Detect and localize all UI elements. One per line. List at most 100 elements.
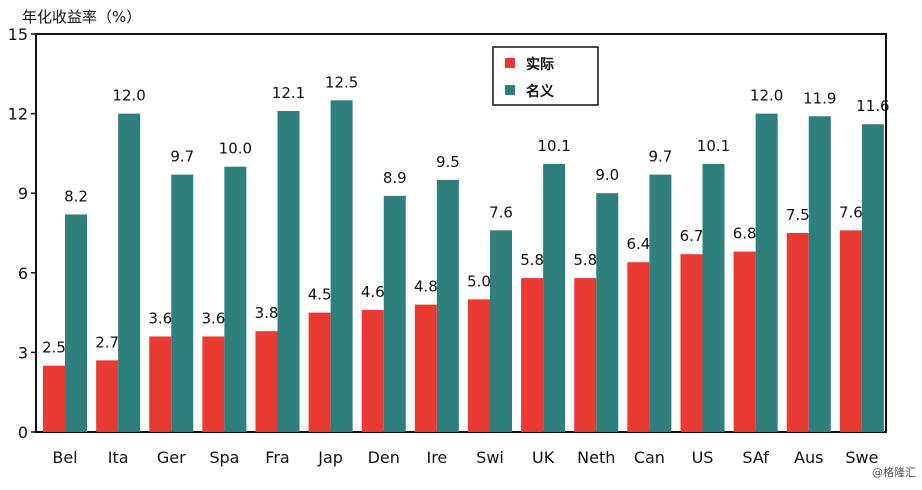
real-return-data-label: 4.6 [361,283,385,301]
nominal-return-data-label: 9.0 [595,166,619,184]
real-return-bar [733,251,756,432]
nominal-return-data-label: 11.9 [803,89,836,107]
x-tick-label: Spa [209,448,239,467]
nominal-return-data-label: 10.0 [219,140,252,158]
nominal-return-bar [543,164,566,432]
nominal-return-data-label: 9.5 [436,153,460,171]
x-tick-label: Swi [476,448,504,467]
nominal-return-bar [702,164,725,432]
x-tick-label: Ger [157,448,186,467]
real-return-bar [839,230,862,432]
nominal-return-data-label: 12.0 [112,87,145,105]
real-return-data-label: 6.7 [680,227,704,245]
real-return-data-label: 3.8 [255,304,279,322]
y-tick-label: 9 [18,184,28,203]
legend-swatch [505,58,515,68]
legend-swatch [505,85,515,95]
real-return-data-label: 4.5 [308,286,332,304]
nominal-return-bar [755,113,778,432]
real-return-bar [255,331,278,432]
y-axis: 0 3 6 9 12 15 [8,25,36,442]
x-tick-label: Ita [108,448,129,467]
nominal-return-bar [596,193,619,432]
data-labels-layer: 2.5 8.2 2.7 12.0 3.6 9.7 3.6 10.0 3.8 12.1 4.5 12.5… [42,73,890,356]
legend-label: 名义 [526,83,554,100]
y-axis-title: 年化收益率（%） [22,8,141,26]
legend-label: 实际 [526,56,554,73]
x-tick-label: Fra [265,448,289,467]
x-tick-label: Den [368,448,400,467]
nominal-return-bar [436,179,459,432]
nominal-return-data-label: 12.0 [750,87,783,105]
real-return-data-label: 4.8 [414,278,438,296]
real-return-bar [786,233,809,432]
nominal-return-data-label: 11.6 [856,97,889,115]
nominal-return-data-label: 10.1 [697,137,730,155]
real-return-bar [96,360,119,432]
nominal-return-data-label: 12.5 [325,73,358,91]
x-tick-label: Neth [577,448,615,467]
real-return-bar [680,254,703,432]
y-tick-label: 15 [8,25,28,44]
y-tick-label: 6 [18,264,28,283]
real-return-bar [43,365,65,432]
x-tick-label: US [692,448,714,467]
real-return-bar [414,304,437,432]
real-return-data-label: 5.0 [467,272,491,290]
x-tick-label: Swe [845,448,878,467]
x-tick-label: Can [634,448,665,467]
x-axis: Bel Ita Ger Spa Fra Jap Den Ire Swi UK Neth Can US SA… [52,448,878,467]
x-tick-label: Bel [52,448,77,467]
real-return-bar [627,262,650,432]
nominal-return-bar [330,100,353,432]
x-tick-label: SAf [742,448,769,467]
legend-box [492,46,599,106]
nominal-return-data-label: 8.9 [383,169,407,187]
real-return-data-label: 3.6 [201,309,225,327]
real-return-data-label: 2.7 [95,333,119,351]
real-return-bar [202,336,225,432]
nominal-return-bar [383,195,406,432]
nominal-return-bar [118,113,141,432]
real-return-bar [521,278,544,432]
real-return-data-label: 5.8 [520,251,544,269]
watermark-text: @格隆汇 [872,465,916,479]
real-return-bar [574,278,597,432]
nominal-return-data-label: 8.2 [64,187,88,205]
x-tick-label: UK [532,448,555,467]
x-tick-label: Jap [317,448,343,467]
nominal-return-bar [808,116,831,433]
real-return-data-label: 7.6 [839,203,863,221]
real-return-data-label: 3.6 [148,309,172,327]
nominal-return-bar [224,166,247,432]
real-return-data-label: 5.8 [573,251,597,269]
real-return-data-label: 7.5 [786,206,810,224]
real-return-bar [468,299,490,432]
real-return-data-label: 2.5 [42,339,66,357]
y-tick-label: 0 [18,423,28,442]
real-return-data-label: 6.4 [626,235,650,253]
real-return-bar [308,312,331,432]
nominal-return-bar [861,124,884,433]
nominal-return-bar [65,214,87,432]
nominal-return-data-label: 12.1 [272,84,305,102]
nominal-return-bar [649,174,672,433]
real-return-bar [361,309,384,432]
x-tick-label: Aus [794,448,823,467]
real-return-bar [149,336,172,432]
nominal-return-data-label: 9.7 [648,148,672,166]
nominal-return-bar [490,230,512,432]
bars-layer [43,100,884,433]
y-tick-label: 12 [8,105,28,124]
real-return-data-label: 6.8 [733,225,757,243]
plot-frame [35,33,887,433]
y-tick-label: 3 [18,343,28,362]
nominal-return-bar [171,174,194,433]
nominal-return-data-label: 10.1 [537,137,570,155]
x-tick-label: Ire [426,448,447,467]
nominal-return-data-label: 7.6 [489,203,513,221]
nominal-return-bar [277,110,300,433]
